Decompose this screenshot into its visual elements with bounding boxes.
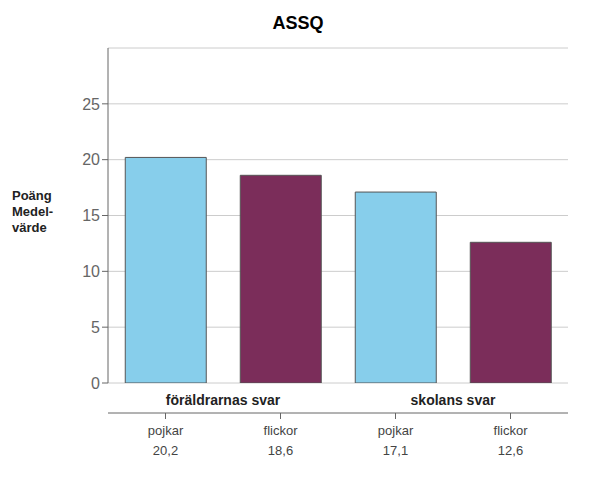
svg-text:12,6: 12,6 — [498, 443, 523, 458]
svg-text:pojkar: pojkar — [148, 423, 184, 438]
svg-text:18,6: 18,6 — [268, 443, 293, 458]
svg-text:föräldrarnas svar: föräldrarnas svar — [166, 392, 281, 408]
svg-text:25: 25 — [82, 96, 100, 113]
svg-text:17,1: 17,1 — [383, 443, 408, 458]
html-text:ASSQ: ASSQ — [272, 13, 324, 33]
svg-text:10: 10 — [82, 263, 100, 280]
svg-text:flickor: flickor — [494, 423, 529, 438]
svg-text:pojkar: pojkar — [378, 423, 414, 438]
svg-text:skolans svar: skolans svar — [411, 392, 496, 408]
svg-text:flickor: flickor — [264, 423, 299, 438]
svg-text:20,2: 20,2 — [153, 443, 178, 458]
svg-text:0: 0 — [91, 375, 100, 392]
svg-text:5: 5 — [91, 319, 100, 336]
svg-text:PoängMedel-värde: PoängMedel-värde — [12, 188, 53, 235]
svg-text:20: 20 — [82, 151, 100, 168]
svg-text:15: 15 — [82, 207, 100, 224]
